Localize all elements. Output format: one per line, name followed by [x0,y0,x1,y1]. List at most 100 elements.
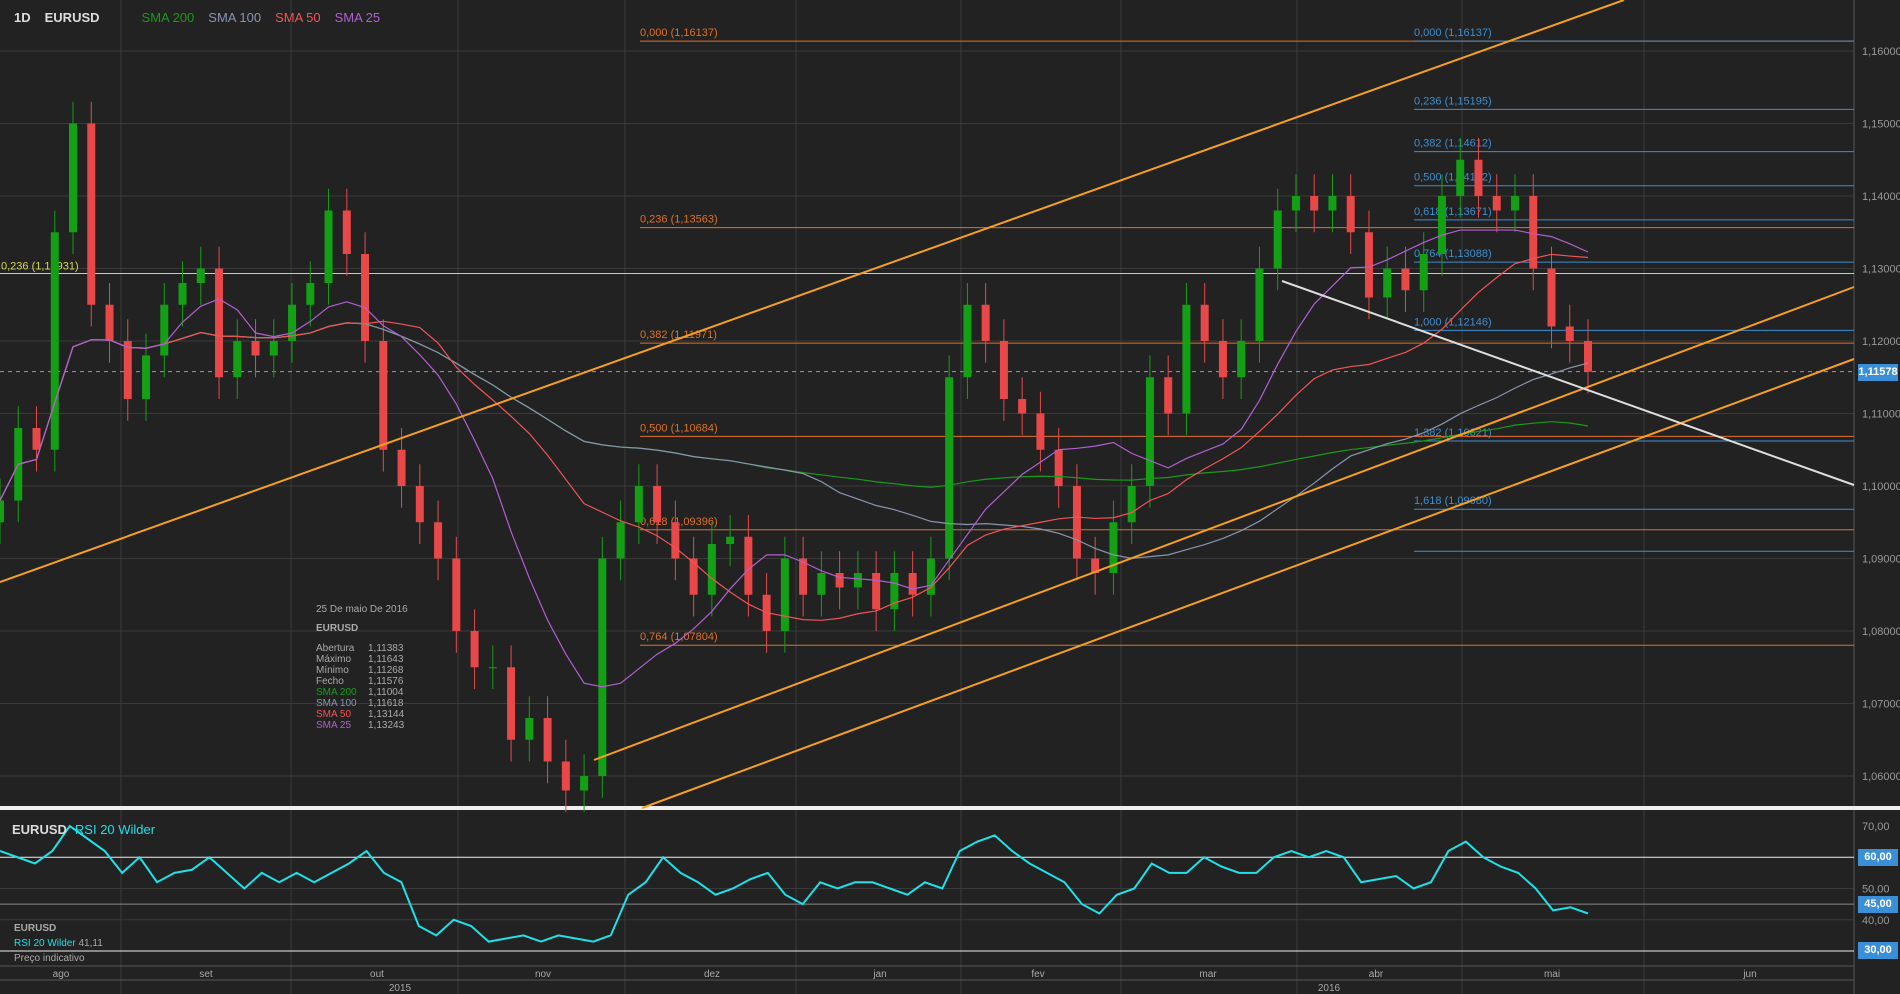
candle-body [1547,268,1556,327]
candle-body [817,573,826,595]
candle-body [799,558,808,595]
candle-body [1419,254,1428,291]
candle-body [1474,159,1483,196]
candle-body [835,573,844,588]
candle-body [1529,196,1538,269]
rsi-indicator-label[interactable]: RSI 20 Wilder [74,822,156,837]
candle-body [1218,341,1227,378]
candle-body [598,558,607,776]
candle-body [945,377,954,559]
rsi-tick-label: 40,00 [1862,915,1890,927]
candle-body [1255,268,1264,341]
candle-body [397,449,406,486]
candle-body [379,341,388,450]
rsi-level-tag-30: 30,00 [1858,942,1898,959]
candle-body [415,486,424,523]
candle-body [1182,304,1191,414]
info-row: Fecho 1,11576 [316,676,408,687]
fib-blue-label: 0,618 (1,13671) [1414,206,1492,218]
candle-body [1018,399,1027,414]
candle-body [981,304,990,341]
candle-body [87,123,96,305]
candle-body [1437,196,1446,254]
info-row: SMA 50 1,13144 [316,709,408,720]
price-tick-label: 1,11000 [1862,409,1900,421]
fib-blue-label: 1,000 (1,12146) [1414,316,1492,328]
rsi-symbol: EURUSD [12,822,67,837]
info-row: Abertura 1,11383 [316,643,408,654]
candle-body [853,573,862,588]
candle-body [616,522,625,559]
info-row: SMA 25 1,13243 [316,720,408,731]
price-tick-label: 1,13000 [1862,264,1900,276]
info-value: 1,13144 [368,709,405,720]
channel-upper-trendline [0,0,1625,583]
info-label: SMA 50 [316,709,352,720]
info-row: Máximo 1,11643 [316,654,408,665]
candle-body [1584,341,1592,372]
symbol-label[interactable]: EURUSD [44,10,100,25]
candle-body [872,573,881,610]
info-label: SMA 25 [316,720,352,731]
candle-body [543,718,552,762]
candle-body [726,536,735,544]
year-label: 2016 [1318,983,1341,994]
legend-sma-200[interactable]: SMA 200 [141,10,195,25]
info-label: Fecho [316,676,344,687]
fib-blue-label: 1,618 (1,09680) [1414,495,1492,507]
candle-body [1364,232,1373,298]
year-label: 2015 [389,983,412,994]
candle-body [1145,377,1154,486]
info-value: 1,11004 [368,687,404,698]
candle-body [744,536,753,595]
candle-body [324,210,333,283]
price-tick-label: 1,08000 [1862,626,1900,638]
candle-body [1072,486,1081,559]
candle-body [707,544,716,595]
rsi-info-box: EURUSD RSI 20 Wilder 41,11 Preço indicat… [14,921,103,966]
legend-sma-50[interactable]: SMA 50 [275,10,321,25]
info-value: 1,11383 [368,643,404,654]
candle-body [105,304,114,341]
price-tick-label: 1,12000 [1862,336,1900,348]
fib-orange-label: 0,236 (1,13563) [640,214,718,226]
candle-body [1036,413,1045,450]
candle-body [342,210,351,254]
rsi-tick-label: 50,00 [1862,884,1890,896]
candle-body [780,558,789,631]
horizontal-level-label: 0,236 (1,12931) [1,261,79,273]
legend-sma-100[interactable]: SMA 100 [208,10,262,25]
current-price-tag: 1,11578 [1858,364,1898,381]
info-label: SMA 100 [316,698,357,709]
candle-body [0,500,4,523]
fib-blue-label: 0,382 (1,14612) [1414,138,1492,150]
fib-blue-label: 0,500 (1,14142) [1414,172,1492,184]
legend-sma-25[interactable]: SMA 25 [334,10,381,25]
candle-body [1510,196,1519,211]
candle-body [488,667,497,669]
candle-body [434,522,443,559]
sma-50-line [0,253,1589,621]
rsi-box-indicator: RSI 20 Wilder [14,938,76,949]
fib-blue-label: 0,236 (1,15195) [1414,95,1492,107]
candle-body [306,283,315,305]
candle-body [1456,159,1465,196]
info-label: Máximo [316,654,352,665]
candle-body [452,558,461,631]
candle-body [580,776,589,791]
candle-body [1200,304,1209,341]
month-label: mai [1544,969,1560,980]
candle-body [890,573,899,610]
candle-body [251,341,260,356]
candle-body [1091,558,1100,573]
info-value: 1,11618 [368,698,404,709]
rsi-box-note: Preço indicativo [14,953,85,964]
month-label: jan [872,969,886,980]
fib-orange-label: 0,000 (1,16137) [640,27,718,39]
fib-orange-label: 0,500 (1,10684) [640,422,718,434]
candle-body [926,558,935,595]
candle-body [689,558,698,595]
candle-info-box: 25 De maio De 2016 EURUSD Abertura 1,1138… [316,604,408,731]
timeframe-label[interactable]: 1D [14,10,31,25]
